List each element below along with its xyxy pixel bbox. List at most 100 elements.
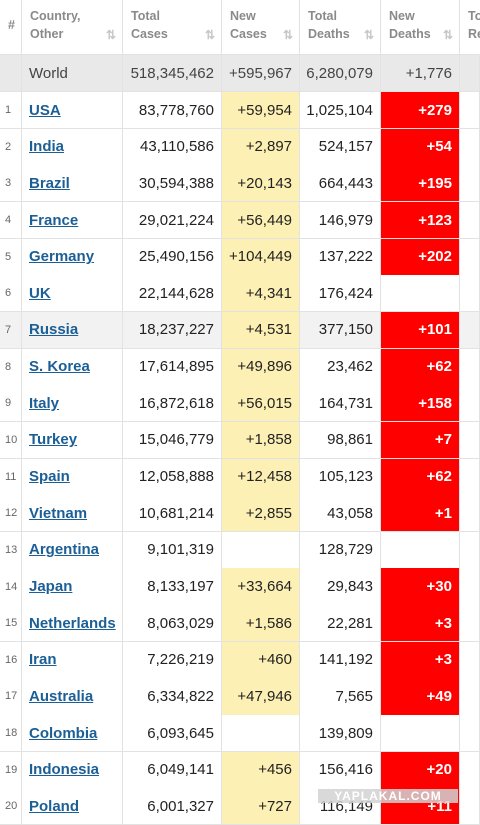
country-link[interactable]: USA (22, 92, 123, 130)
table-cell: 1,025,104 (300, 92, 381, 130)
header-text: Deaths (389, 27, 431, 41)
table-cell (460, 641, 480, 679)
world-cell: +1,776 (381, 55, 460, 92)
header-text: # (8, 18, 15, 32)
country-link[interactable]: Japan (22, 568, 123, 606)
sort-icon[interactable]: ⇅ (363, 28, 374, 42)
country-link[interactable]: S. Korea (22, 348, 123, 386)
watermark: YAPLAKAL.COM (318, 789, 458, 803)
country-link[interactable]: Germany (22, 238, 123, 276)
table-cell: 141,192 (300, 641, 381, 679)
table-cell (460, 238, 480, 276)
table-cell: 22,144,628 (123, 275, 222, 313)
table-cell: 524,157 (300, 128, 381, 166)
table-cell: +4,531 (222, 311, 300, 350)
table-cell: +456 (222, 751, 300, 789)
sort-icon[interactable]: ⇅ (442, 28, 453, 42)
column-header: To Re (460, 0, 480, 55)
table-cell: 139,809 (300, 715, 381, 753)
country-link[interactable]: Argentina (22, 531, 123, 569)
column-header[interactable]: Total Cases ⇅ (123, 0, 222, 55)
table-cell (460, 348, 480, 386)
header-text: Re (468, 27, 480, 41)
table-cell: 8 (0, 348, 22, 386)
table-cell: +62 (381, 348, 460, 386)
table-cell (460, 788, 480, 825)
table-cell: 6,093,645 (123, 715, 222, 753)
table-cell: 25,490,156 (123, 238, 222, 276)
country-link[interactable]: Russia (22, 311, 123, 350)
table-cell: 6 (0, 275, 22, 313)
country-link[interactable]: India (22, 128, 123, 166)
table-cell: 146,979 (300, 201, 381, 240)
sort-icon[interactable]: ⇅ (282, 28, 293, 42)
header-text: New (230, 9, 256, 23)
country-link[interactable]: UK (22, 275, 123, 313)
table-cell: 29,021,224 (123, 201, 222, 240)
table-cell (460, 128, 480, 166)
table-cell: 15 (0, 605, 22, 643)
table-cell: 128,729 (300, 531, 381, 569)
table-cell (460, 165, 480, 203)
table-cell: +56,015 (222, 385, 300, 423)
table-cell (460, 458, 480, 496)
world-cell: +595,967 (222, 55, 300, 92)
column-header: # (0, 0, 22, 55)
table-cell: 10 (0, 421, 22, 459)
column-header[interactable]: New Cases ⇅ (222, 0, 300, 55)
country-link[interactable]: Indonesia (22, 751, 123, 789)
table-cell: 17,614,895 (123, 348, 222, 386)
table-cell: 18 (0, 715, 22, 753)
table-cell: 29,843 (300, 568, 381, 606)
country-link[interactable]: Vietnam (22, 495, 123, 533)
table-cell: +460 (222, 641, 300, 679)
header-text: Other (30, 27, 64, 41)
header-text: To (468, 9, 480, 23)
table-cell: 116,149 (300, 788, 381, 825)
table-cell: 83,778,760 (123, 92, 222, 130)
table-cell: 4 (0, 201, 22, 240)
table-cell: 156,416 (300, 751, 381, 789)
country-link[interactable]: France (22, 201, 123, 240)
table-cell: 16,872,618 (123, 385, 222, 423)
table-cell (460, 605, 480, 643)
country-link[interactable]: Iran (22, 641, 123, 679)
country-link[interactable]: Spain (22, 458, 123, 496)
rank-cell (0, 55, 22, 92)
table-cell (460, 678, 480, 716)
sort-icon[interactable]: ⇅ (105, 28, 116, 42)
table-cell: 43,110,586 (123, 128, 222, 166)
country-link[interactable]: Brazil (22, 165, 123, 203)
table-cell: 16 (0, 641, 22, 679)
table-cell: +195 (381, 165, 460, 203)
country-link[interactable]: Turkey (22, 421, 123, 459)
table-cell: +59,954 (222, 92, 300, 130)
table-cell: +49 (381, 678, 460, 716)
table-cell: 3 (0, 165, 22, 203)
table-cell: +3 (381, 641, 460, 679)
table-cell (460, 495, 480, 533)
table-cell: +1 (381, 495, 460, 533)
table-cell: +20,143 (222, 165, 300, 203)
table-cell: +158 (381, 385, 460, 423)
country-link[interactable]: Colombia (22, 715, 123, 753)
column-header[interactable]: Country, Other ⇅ (22, 0, 123, 55)
header-text: Deaths (308, 27, 350, 41)
country-link[interactable]: Australia (22, 678, 123, 716)
column-header[interactable]: Total Deaths ⇅ (300, 0, 381, 55)
table-cell: 10,681,214 (123, 495, 222, 533)
table-cell: 1 (0, 92, 22, 130)
column-header[interactable]: New Deaths ⇅ (381, 0, 460, 55)
table-cell: +202 (381, 238, 460, 276)
country-link[interactable]: Netherlands (22, 605, 123, 643)
table-cell: 5 (0, 238, 22, 276)
table-cell: +30 (381, 568, 460, 606)
table-cell: 18,237,227 (123, 311, 222, 350)
table-cell (460, 568, 480, 606)
country-link[interactable]: Poland (22, 788, 123, 825)
header-text: New (389, 9, 415, 23)
sort-icon[interactable]: ⇅ (204, 28, 215, 42)
table-cell: +1,586 (222, 605, 300, 643)
country-link[interactable]: Italy (22, 385, 123, 423)
